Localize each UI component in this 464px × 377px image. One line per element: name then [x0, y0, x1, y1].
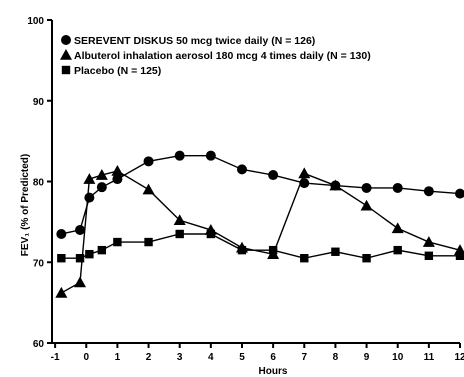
- data-point: [268, 245, 278, 255]
- data-point: [236, 164, 247, 175]
- data-point: [95, 169, 108, 180]
- data-point: [142, 183, 155, 195]
- y-tick-label: 100: [27, 16, 44, 27]
- data-point: [83, 173, 96, 184]
- y-axis-ticks: 60 70 80 90 100: [27, 16, 52, 350]
- x-tick-label: 7: [301, 352, 307, 363]
- data-point: [423, 186, 434, 197]
- y-axis-title: FEV₁ (% of Predicted): [20, 154, 31, 256]
- data-point: [391, 222, 404, 234]
- series-triangle: [55, 165, 464, 298]
- data-point: [144, 237, 153, 247]
- data-point: [237, 245, 247, 255]
- data-point: [55, 286, 68, 298]
- legend-marker: [61, 35, 71, 45]
- data-point: [362, 254, 371, 263]
- legend-marker: [61, 65, 71, 75]
- legend-item: Albuterol inhalation aerosol 180 mcg 4 t…: [60, 49, 371, 62]
- y-tick-label: 60: [33, 339, 45, 350]
- data-point: [113, 237, 122, 247]
- series-line: [61, 154, 461, 235]
- data-point: [75, 224, 86, 235]
- data-point: [455, 251, 464, 260]
- legend: SEREVENT DISKUS 50 mcg twice daily (N = …: [60, 35, 371, 77]
- legend-item: SEREVENT DISKUS 50 mcg twice daily (N = …: [61, 35, 315, 47]
- data-point: [175, 229, 184, 239]
- series-square: [57, 229, 464, 263]
- y-tick-label: 90: [33, 97, 45, 108]
- y-tick-label: 80: [33, 178, 45, 189]
- legend-label: Placebo (N = 125): [74, 65, 161, 77]
- data-point: [329, 179, 342, 191]
- legend-label: Albuterol inhalation aerosol 180 mcg 4 t…: [74, 50, 371, 62]
- x-axis-title: Hours: [259, 366, 288, 377]
- legend-label: SEREVENT DISKUS 50 mcg twice daily (N = …: [74, 35, 315, 47]
- y-tick-label: 70: [33, 258, 45, 269]
- series-layer: [55, 150, 464, 298]
- series-line: [61, 233, 460, 259]
- data-point: [424, 251, 434, 260]
- x-tick-label: 10: [392, 352, 404, 363]
- data-point: [57, 254, 66, 263]
- data-point: [393, 245, 402, 255]
- x-tick-label: 5: [239, 352, 245, 363]
- legend-item: Placebo (N = 125): [61, 65, 161, 77]
- data-point: [331, 247, 340, 256]
- x-tick-label: 4: [208, 352, 214, 363]
- series-line: [61, 170, 461, 294]
- data-point: [300, 254, 309, 263]
- x-axis-ticks: -1 0 1 2 3 4 5 6 7 8 9 10 11 12: [51, 343, 464, 363]
- data-point: [173, 214, 186, 226]
- data-point: [75, 254, 85, 263]
- data-point: [74, 276, 87, 288]
- data-point: [56, 228, 67, 239]
- data-point: [143, 156, 154, 167]
- series-circle: [56, 150, 464, 239]
- x-tick-label: 3: [177, 352, 183, 363]
- data-point: [97, 245, 107, 255]
- data-point: [205, 150, 216, 161]
- x-tick-label: 9: [364, 352, 370, 363]
- data-point: [361, 182, 372, 193]
- legend-marker: [60, 49, 72, 60]
- data-point: [85, 249, 94, 259]
- x-tick-label: 2: [146, 352, 152, 363]
- data-point: [174, 150, 185, 161]
- data-point: [298, 167, 311, 179]
- data-point: [422, 236, 435, 247]
- data-point: [96, 182, 107, 193]
- x-tick-label: 0: [83, 352, 89, 363]
- data-point: [455, 188, 464, 199]
- data-point: [392, 182, 403, 193]
- data-point: [112, 174, 123, 185]
- data-point: [268, 170, 279, 181]
- x-tick-label: 6: [270, 352, 276, 363]
- x-tick-label: 12: [454, 352, 464, 363]
- x-tick-label: -1: [51, 352, 60, 363]
- data-point: [206, 229, 216, 239]
- data-point: [360, 199, 373, 211]
- x-tick-label: 1: [115, 352, 121, 363]
- x-tick-label: 11: [424, 352, 435, 363]
- data-point: [84, 192, 95, 203]
- data-point: [111, 165, 124, 176]
- x-tick-label: 8: [333, 352, 339, 363]
